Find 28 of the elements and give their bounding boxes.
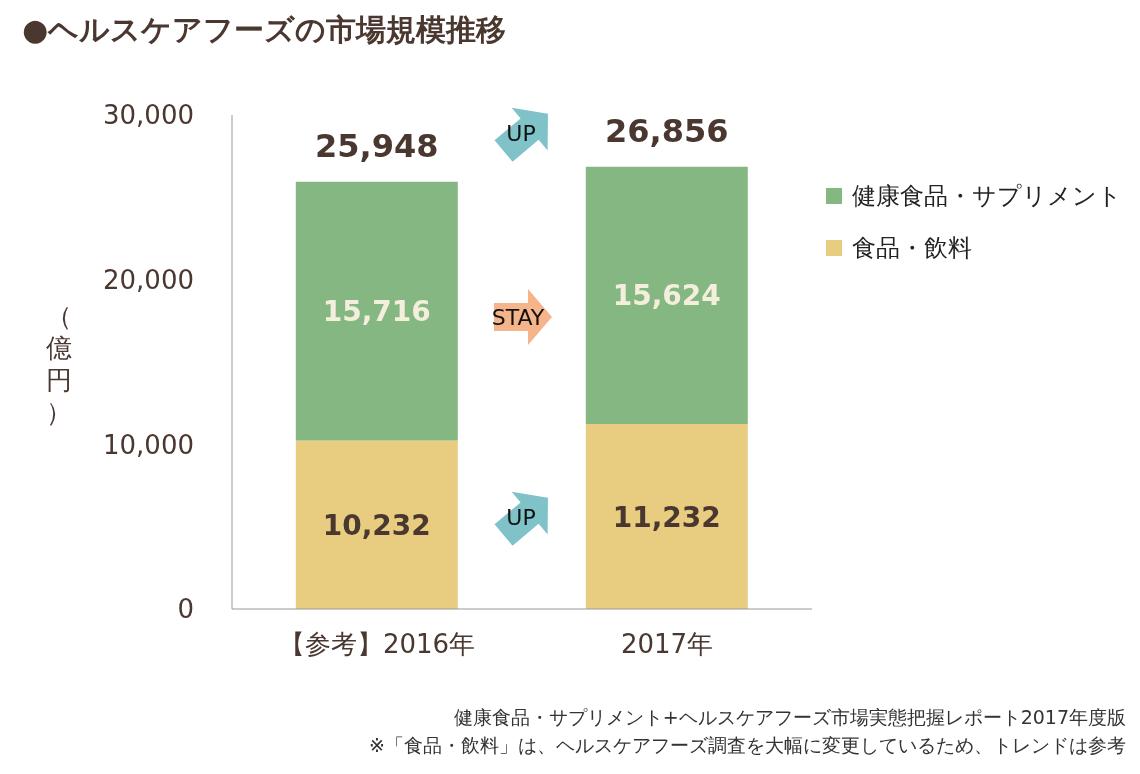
annotation: UP	[506, 121, 536, 146]
bar	[295, 181, 458, 441]
arrow-icon: STAY	[491, 289, 552, 345]
y-tick-label: 30,000	[103, 100, 194, 131]
total-label: 25,948	[315, 126, 439, 165]
bar	[295, 440, 458, 609]
x-tick-label: 2017年	[620, 629, 714, 660]
annotation: UP	[506, 505, 536, 530]
text: ※「食品・飲料」は、ヘルスケアフーズ調査を大幅に変更しているため、トレンドは参考	[369, 733, 1126, 758]
annotation: STAY	[491, 305, 545, 330]
bar	[585, 166, 748, 425]
legend-label: 健康食品・サプリメント	[852, 181, 1122, 212]
data-label: 15,624	[612, 279, 721, 313]
y-tick-label: 0	[177, 594, 194, 625]
chart-title: ●ヘルスケアフーズの市場規模推移	[22, 11, 507, 49]
bar	[585, 424, 748, 609]
y-axis-title: （億円）	[46, 300, 72, 428]
data-label: 10,232	[322, 508, 431, 542]
arrow-icon: UP	[494, 107, 548, 162]
legend-label: 食品・飲料	[852, 233, 972, 264]
data-label: 15,716	[322, 295, 431, 329]
text: 健康食品・サプリメント+ヘルスケアフーズ市場実態把握レポート2017年度版	[452, 705, 1126, 730]
total-label: 26,856	[605, 111, 729, 150]
arrow-icon: UP	[494, 491, 548, 546]
data-label: 11,232	[612, 500, 721, 534]
x-tick-label: 【参考】2016年	[278, 629, 476, 660]
y-tick-label: 20,000	[103, 264, 194, 295]
y-tick-label: 10,000	[103, 429, 194, 460]
